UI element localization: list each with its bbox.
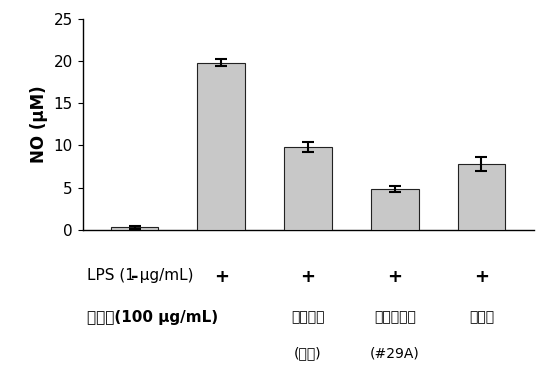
Text: (야생): (야생) <box>294 347 322 360</box>
Text: +: + <box>387 268 402 286</box>
Bar <box>284 147 332 230</box>
Bar <box>197 63 245 230</box>
Text: 쳐엽자소: 쳐엽자소 <box>292 311 324 324</box>
Text: (#29A): (#29A) <box>370 347 420 360</box>
Text: 안티스페릴: 안티스페릴 <box>374 311 416 324</box>
Text: 추출물(100 μg/mL): 추출물(100 μg/mL) <box>87 311 218 325</box>
Text: +: + <box>474 268 489 286</box>
Bar <box>111 227 158 230</box>
Y-axis label: NO (μM): NO (μM) <box>30 85 48 163</box>
Text: -: - <box>131 268 138 286</box>
Bar <box>458 164 505 230</box>
Text: LPS (1 μg/mL): LPS (1 μg/mL) <box>87 268 194 283</box>
Text: +: + <box>214 268 229 286</box>
Text: 한약재: 한약재 <box>469 311 494 324</box>
Text: +: + <box>300 268 316 286</box>
Bar <box>371 190 419 230</box>
